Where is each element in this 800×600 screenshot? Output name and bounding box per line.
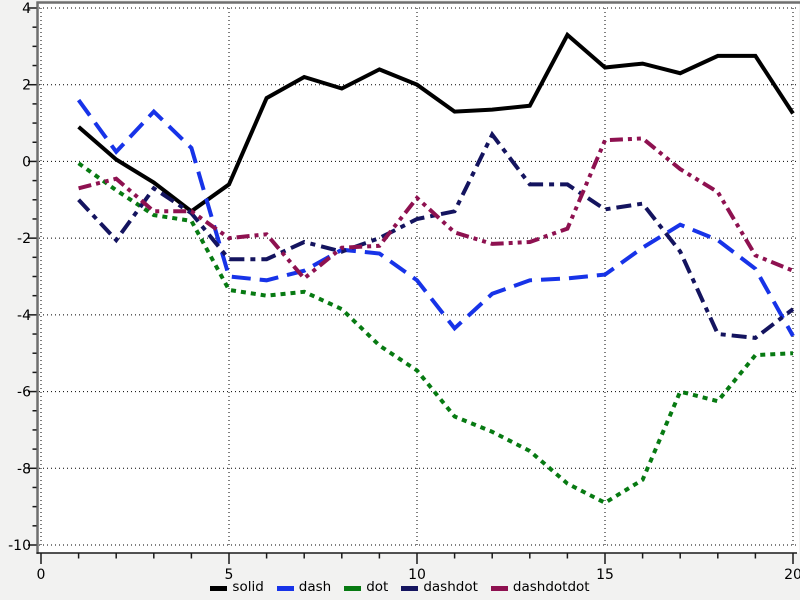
- legend-item-solid: solid: [210, 579, 264, 596]
- legend-swatch-dashdot: [401, 585, 419, 591]
- legend-item-dot: dot: [344, 581, 388, 595]
- plot-area: [39, 3, 799, 553]
- y-tick-label: 2: [22, 78, 31, 94]
- y-tick-label: -2: [17, 231, 31, 247]
- legend-item-dashdotdot: dashdotdot: [490, 579, 590, 596]
- legend-label: dot: [366, 579, 389, 596]
- axes: [28, 7, 797, 564]
- y-tick-label: -6: [17, 385, 31, 401]
- legend-swatch-dashdotdot: [490, 585, 508, 591]
- legend-swatch-dot: [344, 585, 362, 591]
- x-tick-label: 5: [225, 567, 234, 583]
- y-tick-label: -10: [8, 538, 31, 554]
- legend-item-dashdot: dashdot: [401, 581, 478, 595]
- x-tick-label: 15: [596, 567, 614, 583]
- tick-labels: 420-2-4-6-8-100 5 10 15 20: [8, 1, 800, 583]
- plot-frame: [36, 1, 800, 554]
- series-line-dot: [77, 161, 794, 506]
- series-line-dashdotdot: [78, 136, 794, 282]
- x-tick-label: 20: [784, 567, 800, 583]
- legend-label: solid: [232, 579, 264, 596]
- legend-swatch-solid: [210, 585, 228, 591]
- x-tick-label: 0: [37, 567, 46, 583]
- y-tick-label: -8: [17, 461, 31, 477]
- legend-item-dash: dash: [276, 579, 332, 596]
- x-tick-label: 10: [408, 567, 426, 583]
- legend-label: dash: [298, 579, 332, 596]
- legend-swatch-dash: [276, 585, 294, 591]
- chart-legend: solid dash dot dashdot dashdotdot: [0, 578, 800, 598]
- series-line-dash: [76, 98, 795, 337]
- legend-label: dashdot: [423, 579, 478, 596]
- series-line-solid: [77, 31, 795, 214]
- series-line-dashdot: [77, 130, 795, 340]
- y-tick-label: 4: [22, 1, 31, 17]
- y-tick-label: -4: [17, 308, 31, 324]
- y-tick-label: 0: [22, 154, 31, 170]
- legend-label: dashdotdot: [512, 579, 590, 596]
